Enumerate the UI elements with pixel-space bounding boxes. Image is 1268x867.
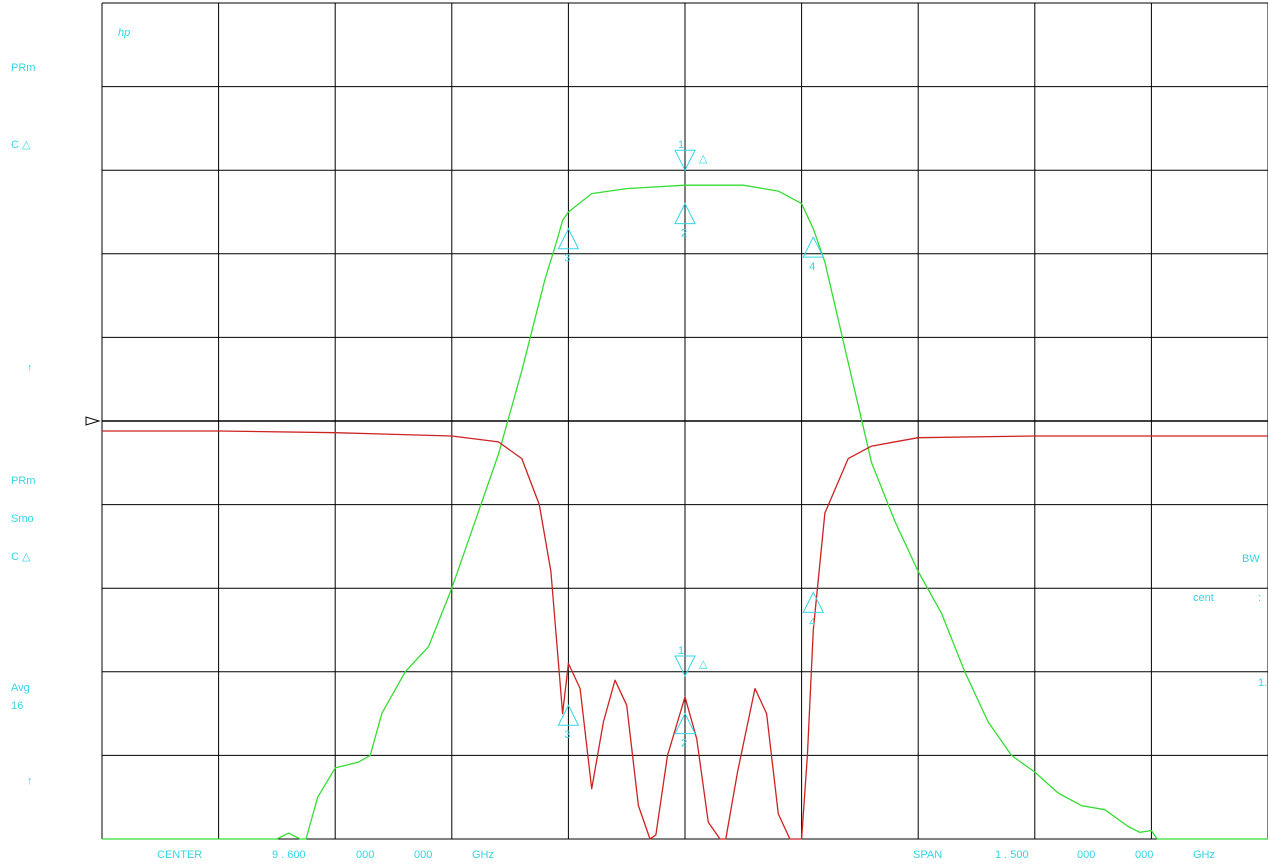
top-trace-mode: PRm xyxy=(11,62,36,74)
upper-marker-4 xyxy=(802,235,825,258)
readout-value-partial: 1. xyxy=(1258,677,1268,689)
center-frequency-group-2: 000 xyxy=(356,849,375,861)
reference-level-pointer xyxy=(85,416,101,426)
averaging-count: 16 xyxy=(11,700,24,712)
top-trace-delta: C △ xyxy=(11,139,31,151)
span-group-2: 000 xyxy=(1077,849,1096,861)
lower-marker-2 xyxy=(674,712,696,735)
center-readout-colon: : xyxy=(1258,592,1262,604)
bottom-trace-mode: PRm xyxy=(11,475,36,487)
lower-marker-label-1: 1 xyxy=(678,645,684,657)
lower-marker-3 xyxy=(557,704,580,726)
lower-marker-label-2: 2 xyxy=(681,738,687,750)
center-frequency-group-3: 000 xyxy=(414,849,433,861)
lower-marker-label-3: 3 xyxy=(564,729,570,741)
lower-marker-4 xyxy=(802,591,825,613)
lower-marker-label-4: 4 xyxy=(809,616,815,628)
reflection-trace xyxy=(102,430,1268,840)
markers: 3 2 1 △ 4 3 2 1 △ 4 xyxy=(557,139,825,750)
upper-marker-2 xyxy=(674,202,696,225)
upper-marker-1 xyxy=(674,149,696,172)
upper-delta-symbol: △ xyxy=(699,153,708,165)
upper-marker-3 xyxy=(557,227,580,250)
bottom-scale-arrow-icon: ↑ xyxy=(27,775,33,787)
traces xyxy=(102,184,1268,840)
bandwidth-label: BW xyxy=(1242,553,1260,565)
hp-logo: hp xyxy=(118,27,130,39)
top-scale-arrow-icon: ↑ xyxy=(27,362,33,374)
center-frequency-value: 9 . 600 xyxy=(272,849,306,861)
center-readout-label: cent xyxy=(1193,592,1214,604)
center-frequency-label: CENTER xyxy=(157,849,203,861)
grid xyxy=(101,2,1268,840)
upper-marker-label-1: 1 xyxy=(678,139,684,151)
center-frequency-unit: GHz xyxy=(472,849,494,861)
span-label: SPAN xyxy=(913,849,943,861)
upper-marker-label-2: 2 xyxy=(681,228,687,240)
span-value: 1 . 500 xyxy=(995,849,1029,861)
upper-marker-label-3: 3 xyxy=(564,253,570,265)
transmission-trace xyxy=(102,184,1268,840)
upper-marker-label-4: 4 xyxy=(809,261,815,273)
averaging-label: Avg xyxy=(11,682,30,694)
span-group-3: 000 xyxy=(1135,849,1154,861)
lower-delta-symbol: △ xyxy=(699,659,708,671)
lower-marker-1 xyxy=(674,655,696,678)
span-unit: GHz xyxy=(1193,849,1215,861)
bottom-trace-delta: C △ xyxy=(11,551,31,563)
smoothing-label: Smo xyxy=(11,513,34,525)
